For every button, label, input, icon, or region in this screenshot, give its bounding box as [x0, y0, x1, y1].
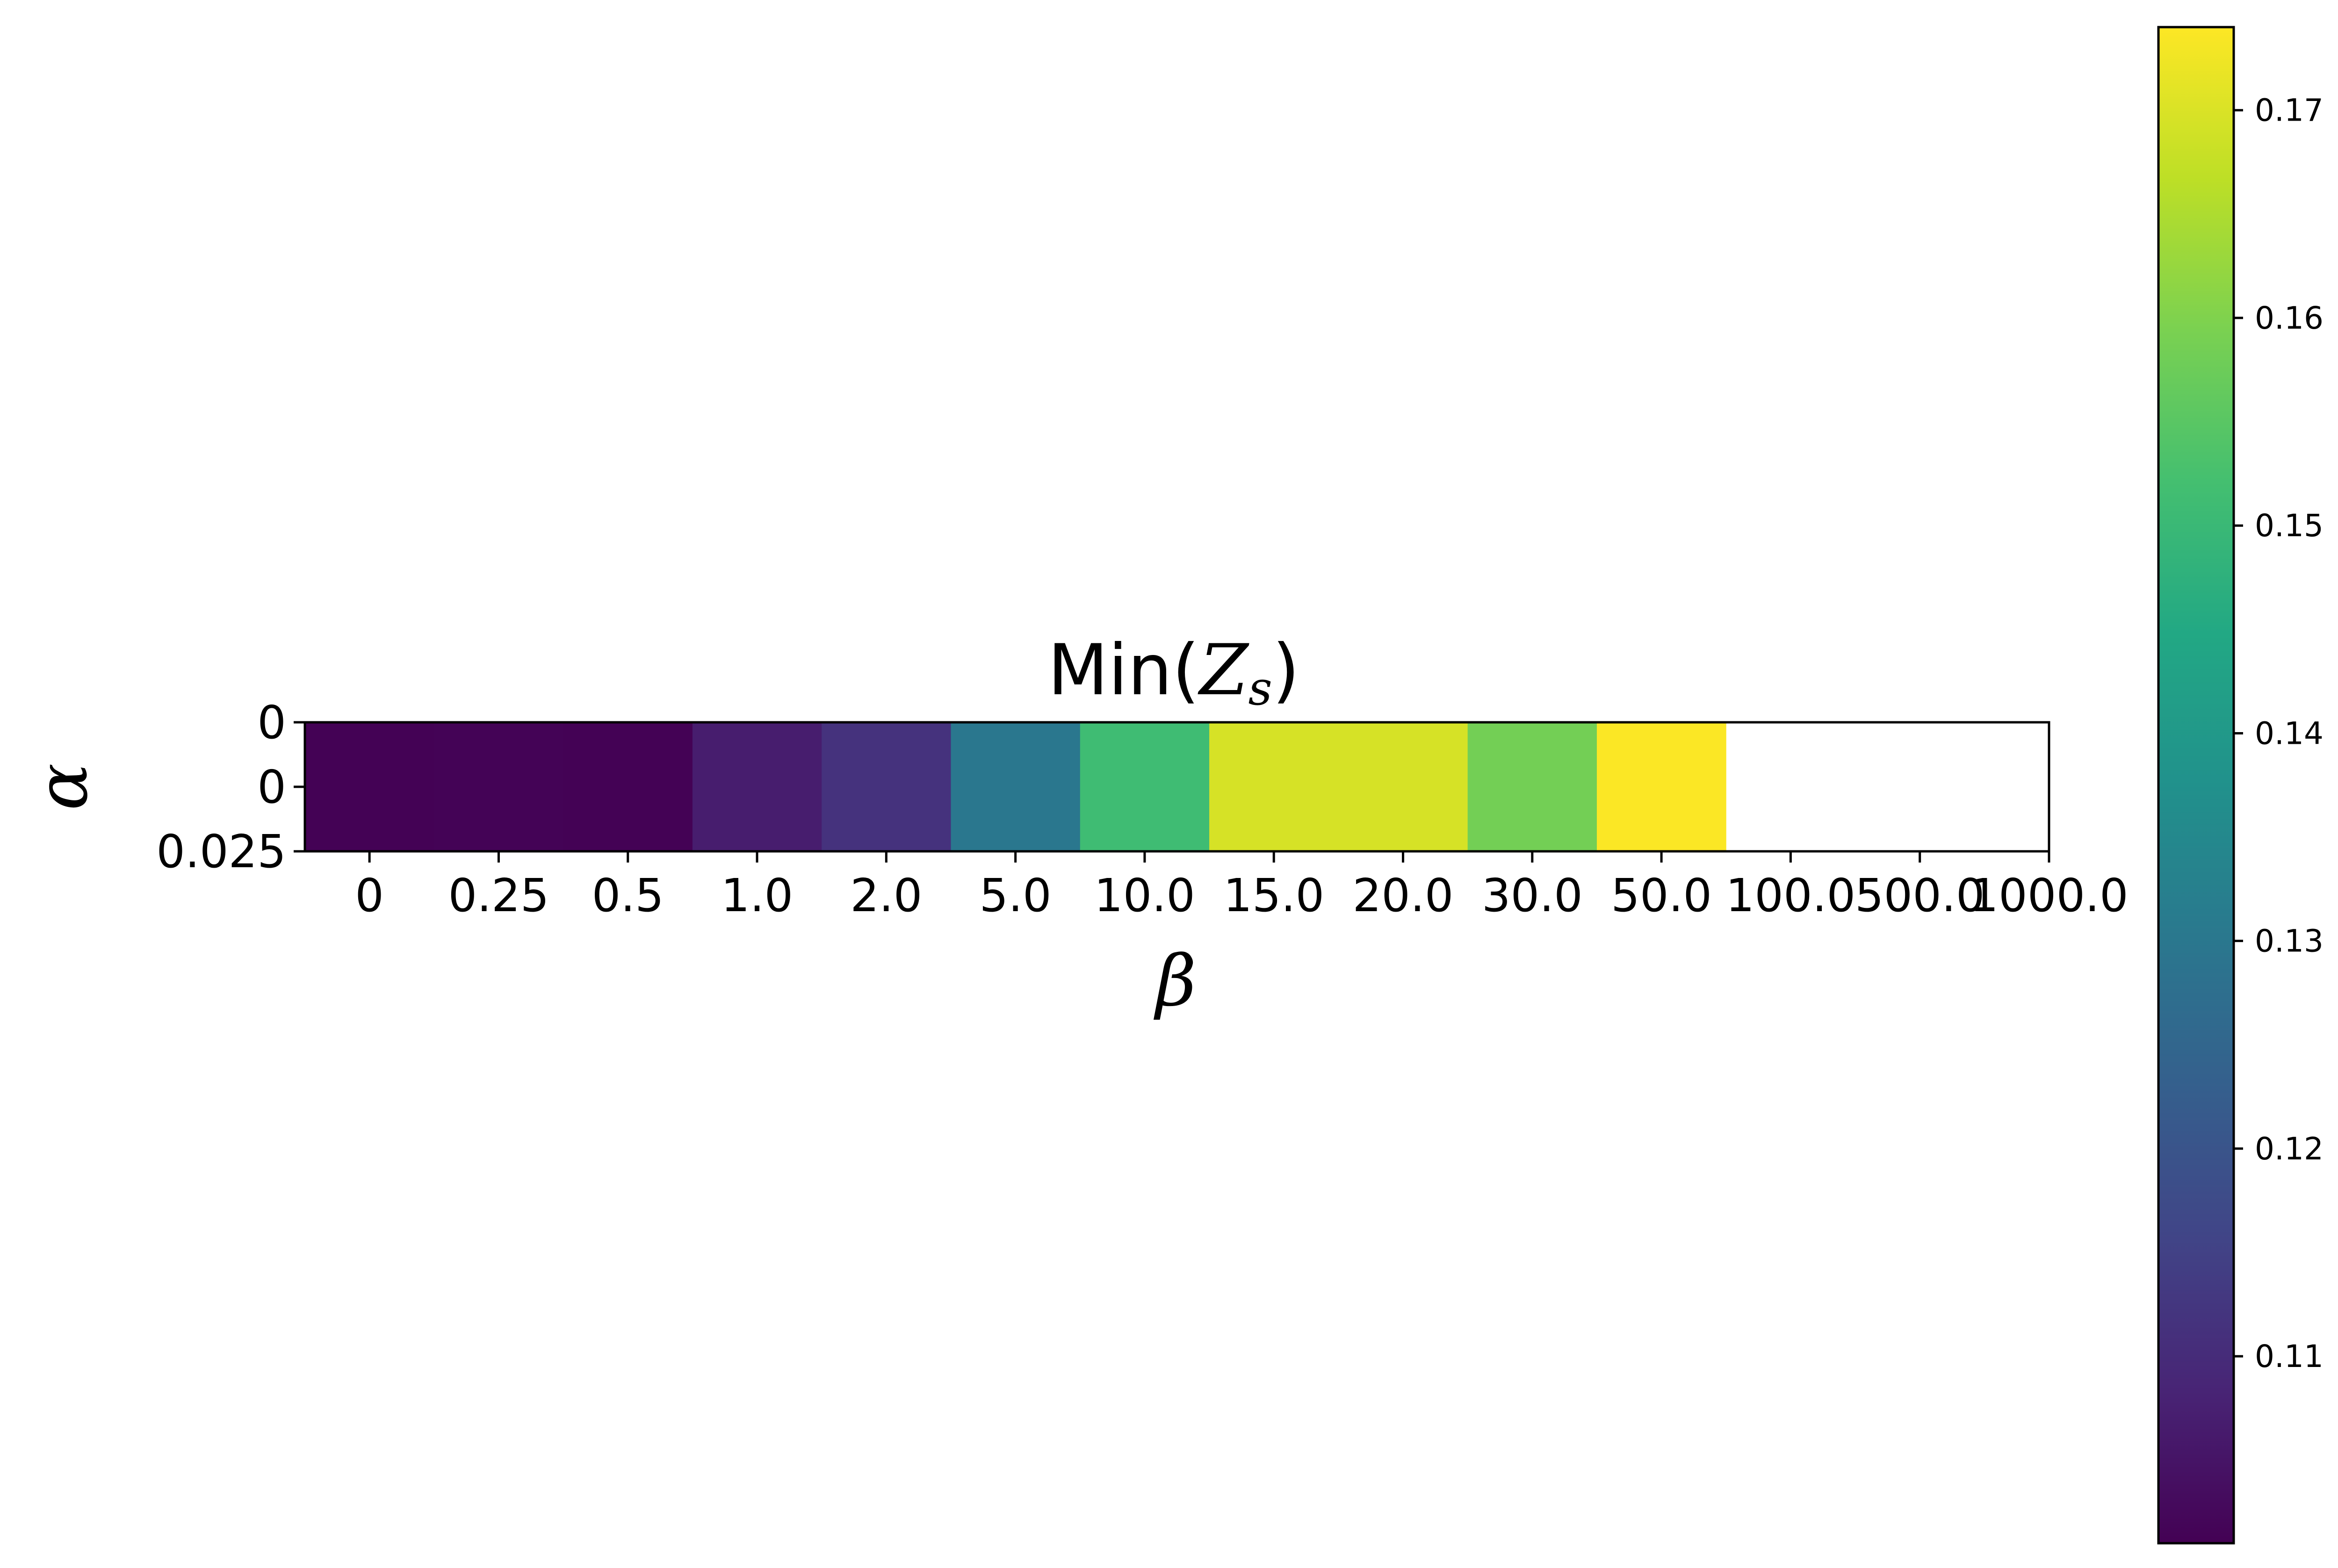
heatmap-cell — [1338, 722, 1468, 851]
y-tick-label: 0 — [257, 696, 286, 749]
colorbar-tick-label: 0.15 — [2255, 508, 2324, 544]
heatmap-cells — [305, 722, 1726, 851]
colorbar-tick-label: 0.13 — [2255, 923, 2324, 959]
chart-title: Min(Zs) — [1048, 630, 1300, 716]
heatmap-cell — [692, 722, 822, 851]
x-tick-label: 10.0 — [1094, 869, 1195, 922]
x-tick-label: 20.0 — [1353, 869, 1454, 922]
x-tick-label: 50.0 — [1611, 869, 1712, 922]
heatmap-cell — [1467, 722, 1597, 851]
colorbar-tick-label: 0.12 — [2255, 1131, 2324, 1167]
colorbar-tick-label: 0.14 — [2255, 715, 2324, 751]
y-tick-label: 0 — [257, 761, 286, 813]
x-tick-label: 100.0 — [1726, 869, 1856, 922]
colorbar-ticks: 0.11 0.12 0.13 0.14 0.15 0.16 0.17 — [2234, 93, 2324, 1374]
x-tick-label: 0.5 — [592, 869, 664, 922]
heatmap-cell — [1209, 722, 1339, 851]
heatmap-cell — [951, 722, 1081, 851]
colorbar-gradient — [2158, 27, 2234, 1543]
x-tick-label: 0 — [355, 869, 384, 922]
colorbar-tick-label: 0.16 — [2255, 300, 2324, 336]
colorbar-frame — [2157, 26, 2235, 1545]
heatmap-cell — [563, 722, 693, 851]
colorbar-tick-label: 0.17 — [2255, 93, 2324, 129]
heatmap-cell — [434, 722, 564, 851]
y-tick-label: 0.025 — [156, 825, 286, 878]
x-tick-label: 2.0 — [850, 869, 922, 922]
x-tick-label: 15.0 — [1223, 869, 1324, 922]
colorbar-tick-label: 0.11 — [2255, 1338, 2324, 1374]
x-tick-label: 500.0 — [1855, 869, 1985, 922]
heatmap-cell — [305, 722, 434, 851]
x-tick-label: 1.0 — [721, 869, 793, 922]
x-tick-label: 1000.0 — [1970, 869, 2128, 922]
heatmap-cell — [1080, 722, 1210, 851]
x-tick-label: 5.0 — [979, 869, 1051, 922]
x-tick-label: 30.0 — [1482, 869, 1583, 922]
x-axis-ticks: 0 0.25 0.5 1.0 2.0 5.0 10.0 15.0 20.0 30.0 50.0 100… — [355, 851, 2129, 922]
heatmap-cell — [1596, 722, 1726, 851]
heatmap-cell — [822, 722, 951, 851]
x-axis-label: β — [1154, 941, 1197, 1022]
x-tick-label: 0.25 — [448, 869, 549, 922]
y-axis-ticks: 0 0 0.025 — [156, 696, 305, 878]
y-axis-label: α — [22, 763, 103, 810]
